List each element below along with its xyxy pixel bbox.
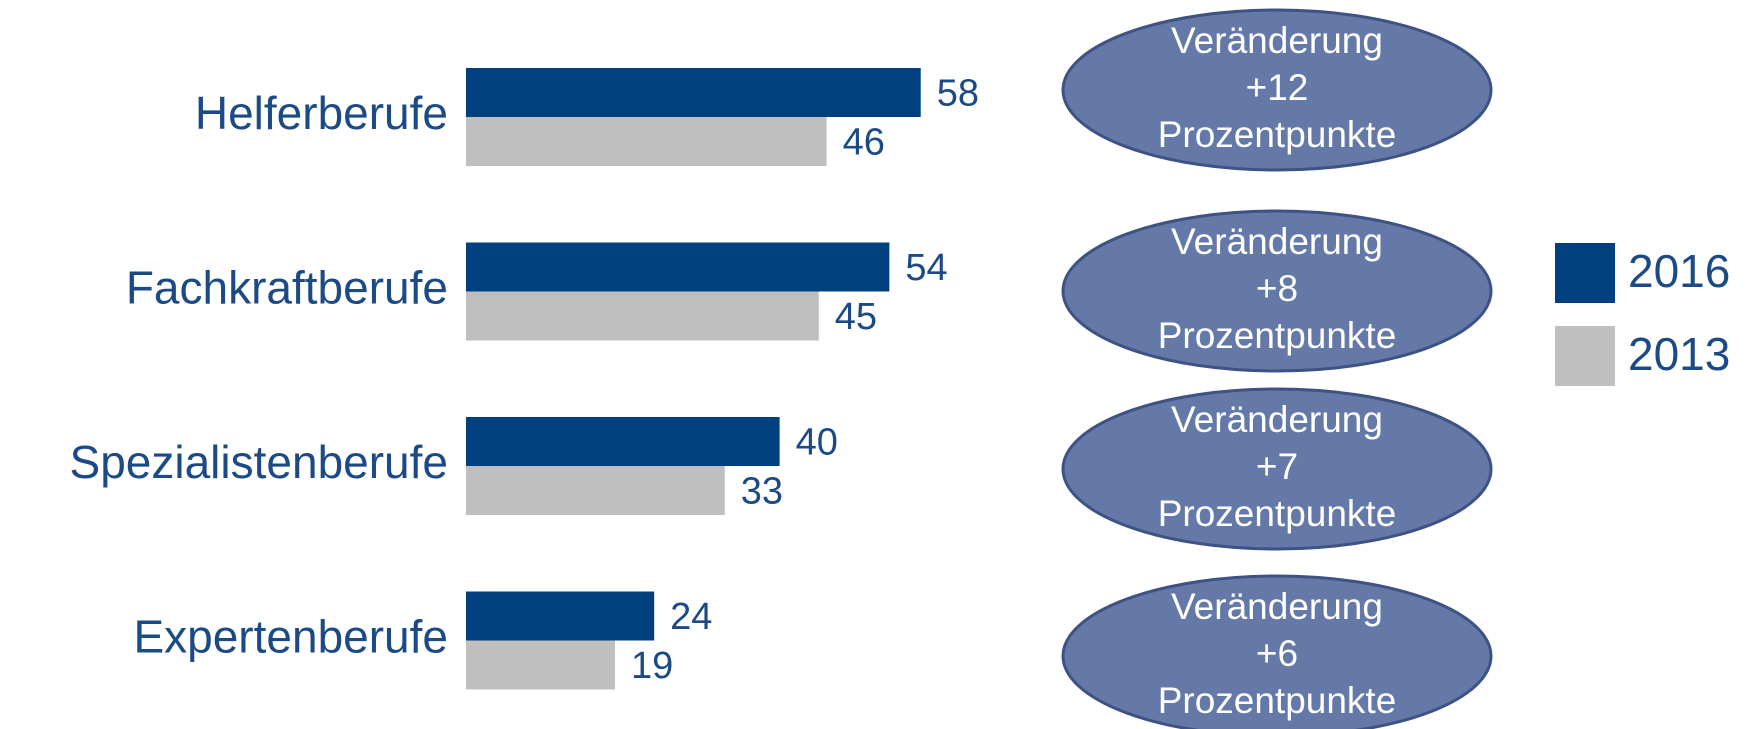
annotation-text: +8 (1256, 268, 1298, 309)
value-label: 45 (835, 296, 877, 338)
value-label: 33 (741, 471, 783, 513)
annotation-text: Veränderung (1171, 399, 1383, 440)
annotation-text: Prozentpunkte (1158, 680, 1397, 721)
legend-swatch (1555, 243, 1615, 303)
annotation-ellipse (1061, 387, 1493, 551)
annotation-text: +6 (1256, 633, 1298, 674)
value-label: 19 (631, 645, 673, 687)
bar (466, 591, 655, 641)
bar (466, 417, 780, 466)
value-label: 58 (937, 73, 979, 115)
annotation-text: Prozentpunkte (1158, 315, 1397, 356)
annotation-text: +7 (1256, 446, 1298, 487)
bar (466, 117, 827, 166)
annotation-text: +12 (1246, 67, 1309, 108)
bar (466, 291, 819, 341)
annotation-ellipse (1061, 209, 1493, 373)
value-label: 24 (670, 596, 712, 638)
annotation-text: Veränderung (1171, 20, 1383, 61)
category-label: Helferberufe (195, 87, 448, 139)
legend-swatch (1555, 326, 1615, 386)
legend-label: 2013 (1628, 328, 1730, 380)
annotation-ellipse (1061, 574, 1493, 729)
bar (466, 640, 615, 690)
annotation-text: Veränderung (1171, 586, 1383, 627)
category-label: Expertenberufe (133, 611, 448, 663)
category-label: Fachkraftberufe (126, 262, 448, 314)
annotation-text: Veränderung (1171, 221, 1383, 262)
bar (466, 68, 921, 117)
value-label: 40 (796, 422, 838, 464)
bar (466, 242, 890, 292)
bar (466, 466, 725, 515)
legend-label: 2016 (1628, 245, 1730, 297)
value-label: 46 (843, 122, 885, 164)
value-label: 54 (905, 247, 947, 289)
category-label: Spezialistenberufe (70, 436, 448, 488)
annotation-text: Prozentpunkte (1158, 493, 1397, 534)
annotation-ellipse (1061, 8, 1493, 172)
annotation-text: Prozentpunkte (1158, 114, 1397, 155)
